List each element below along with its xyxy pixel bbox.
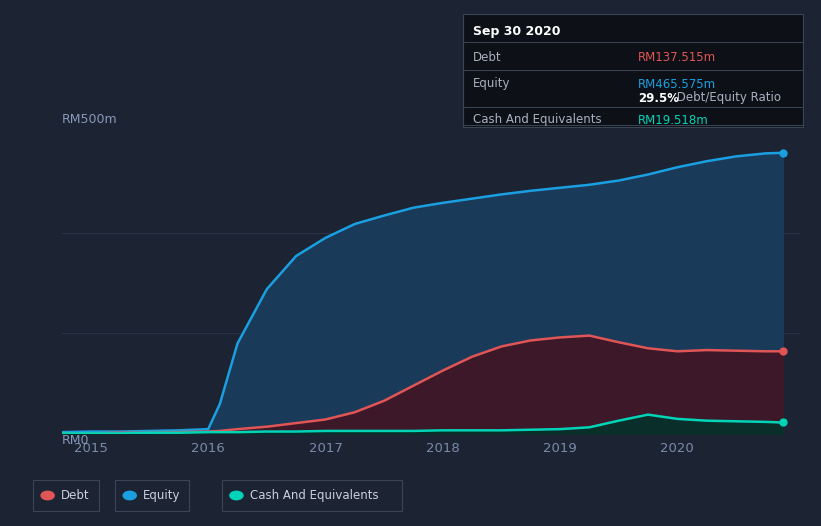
Text: RM465.575m: RM465.575m <box>638 77 716 90</box>
Text: Sep 30 2020: Sep 30 2020 <box>473 25 561 38</box>
Text: RM19.518m: RM19.518m <box>638 114 709 126</box>
Text: Cash And Equivalents: Cash And Equivalents <box>250 489 378 502</box>
Text: Cash And Equivalents: Cash And Equivalents <box>473 114 602 126</box>
Text: Debt/Equity Ratio: Debt/Equity Ratio <box>673 92 781 105</box>
Text: RM137.515m: RM137.515m <box>638 52 716 65</box>
Text: RM500m: RM500m <box>62 113 117 126</box>
Text: Equity: Equity <box>143 489 181 502</box>
Text: Debt: Debt <box>61 489 89 502</box>
Text: Equity: Equity <box>473 77 511 90</box>
Text: 29.5%: 29.5% <box>638 92 679 105</box>
Text: Debt: Debt <box>473 52 502 65</box>
Text: RM0: RM0 <box>62 434 89 447</box>
